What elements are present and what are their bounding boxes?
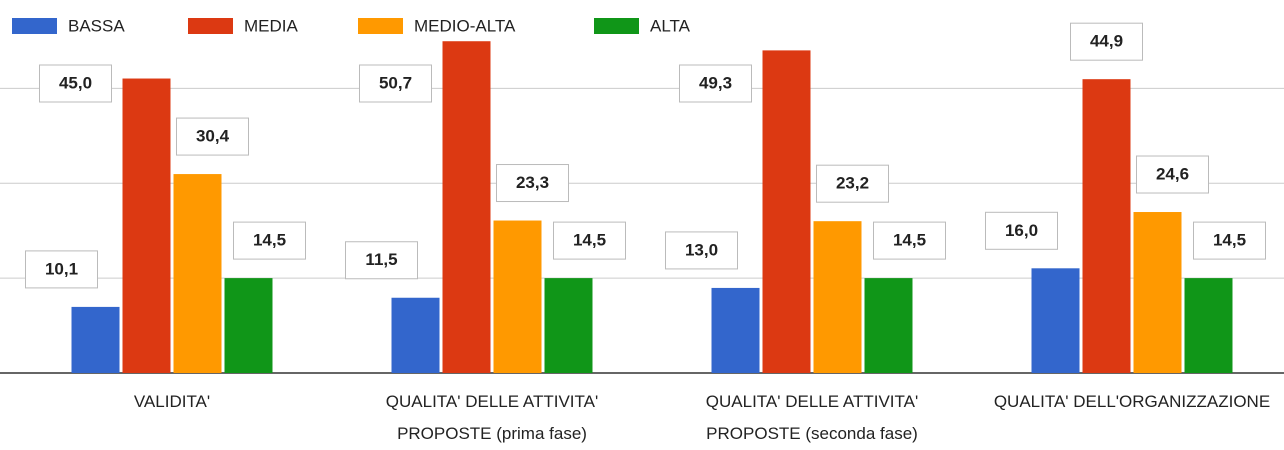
- data-label: 14,5: [893, 231, 926, 250]
- data-label: 24,6: [1156, 165, 1189, 184]
- bar: [864, 278, 913, 373]
- data-label: 10,1: [45, 259, 78, 278]
- bar: [711, 287, 760, 373]
- data-label: 16,0: [1005, 221, 1038, 240]
- x-tick-label: VALIDITA': [133, 392, 211, 411]
- data-label-box: [233, 221, 306, 260]
- data-label: 14,5: [1213, 231, 1246, 250]
- data-label-box: [1070, 22, 1143, 61]
- data-label-box: [25, 250, 98, 289]
- bar: [122, 78, 171, 374]
- bar: [224, 278, 273, 373]
- legend-label: MEDIO-ALTA: [414, 16, 516, 35]
- data-label: 45,0: [59, 73, 92, 92]
- data-label-box: [679, 64, 752, 103]
- bar: [391, 297, 440, 373]
- bar: [762, 50, 811, 373]
- data-label: 49,3: [699, 73, 732, 92]
- bar: [71, 306, 120, 373]
- bar: [544, 278, 593, 373]
- data-label-box: [345, 241, 418, 280]
- legend-label: MEDIA: [244, 16, 299, 35]
- data-label-box: [1136, 155, 1209, 194]
- data-label: 14,5: [573, 231, 606, 250]
- legend-swatch: [12, 18, 57, 34]
- bar: [1184, 278, 1233, 373]
- bar: [1031, 268, 1080, 373]
- data-label: 50,7: [379, 73, 412, 92]
- data-label-box: [176, 117, 249, 156]
- legend-label: ALTA: [650, 16, 691, 35]
- data-label: 23,2: [836, 174, 869, 193]
- x-tick-label: QUALITA' DELL'ORGANIZZAZIONE: [993, 392, 1271, 411]
- data-label: 44,9: [1090, 32, 1123, 51]
- legend-swatch: [594, 18, 639, 34]
- bar: [1082, 79, 1131, 374]
- bar: [442, 41, 491, 373]
- legend-swatch: [358, 18, 403, 34]
- bar: [493, 220, 542, 373]
- data-label-box: [496, 164, 569, 203]
- data-label: 11,5: [365, 250, 397, 269]
- data-label-box: [985, 211, 1058, 250]
- bar: [813, 221, 862, 373]
- legend-label: BASSA: [68, 16, 125, 35]
- data-label: 23,3: [516, 173, 549, 192]
- data-label: 30,4: [196, 127, 230, 146]
- bar: [173, 174, 222, 373]
- data-label-box: [1193, 221, 1266, 260]
- data-label-box: [39, 64, 112, 103]
- data-label-box: [359, 64, 432, 103]
- x-tick-label: QUALITA' DELLE ATTIVITA' PROPOSTE (prima…: [385, 392, 599, 443]
- bar: [1133, 212, 1182, 373]
- data-label: 13,0: [685, 240, 718, 259]
- x-tick-label: QUALITA' DELLE ATTIVITA' PROPOSTE (secon…: [705, 392, 919, 443]
- data-label-box: [816, 164, 889, 203]
- data-label-box: [553, 221, 626, 260]
- legend-swatch: [188, 18, 233, 34]
- data-label: 14,5: [253, 231, 286, 250]
- data-label-box: [873, 221, 946, 260]
- data-label-box: [665, 231, 738, 270]
